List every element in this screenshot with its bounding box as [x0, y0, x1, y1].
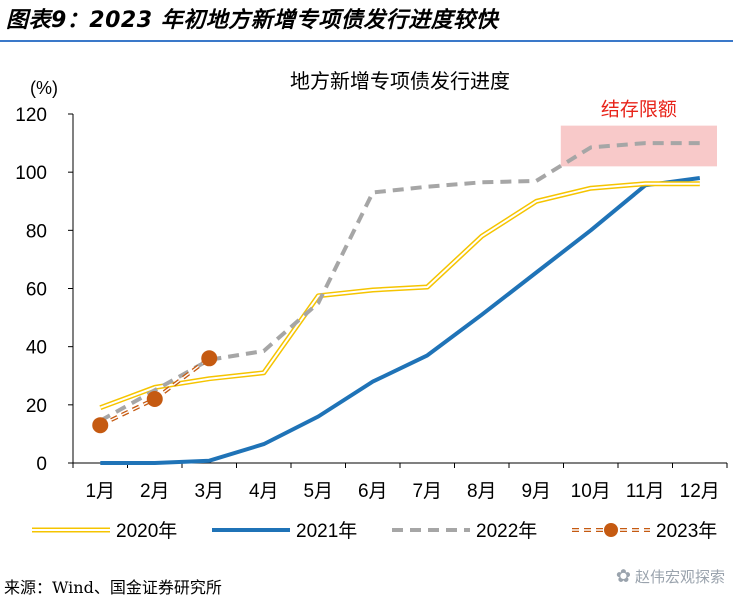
y-tick-label: 100 — [15, 163, 47, 184]
y-tick-label: 0 — [36, 454, 47, 475]
y-tick-label: 80 — [26, 221, 47, 242]
watermark: ✿ 赵伟宏观探索 — [616, 566, 725, 587]
title-rule — [0, 40, 733, 42]
y-tick-label: 40 — [26, 338, 47, 359]
line-chart: 地方新增专项债发行进度 (%) 结存限额 0 20 40 60 80 100 120 1月 2月 3月 4… — [15, 70, 728, 542]
series-2020-line-inner — [99, 182, 700, 409]
annotation-label: 结存限额 — [601, 99, 677, 121]
x-tick-label: 6月 — [358, 481, 388, 502]
x-tick-label: 10月 — [571, 481, 611, 502]
series-2023-point — [92, 417, 109, 434]
series-2020-line — [99, 181, 700, 411]
legend-2021-label: 2021年 — [296, 520, 357, 542]
legend-2020-label: 2020年 — [116, 520, 177, 542]
y-tick-label: 120 — [15, 105, 47, 126]
chart-title: 地方新增专项债发行进度 — [290, 70, 510, 93]
legend-2023-label: 2023年 — [656, 520, 717, 542]
x-tick-label: 3月 — [194, 481, 224, 502]
series-2023-point — [201, 350, 218, 367]
x-tick-label: 8月 — [467, 481, 497, 502]
series-2023-point — [146, 391, 163, 408]
wechat-icon: ✿ — [615, 566, 631, 587]
x-tick-label: 7月 — [412, 481, 442, 502]
x-tick-label: 9月 — [521, 481, 551, 502]
annotation-box — [560, 125, 717, 167]
series-2021-line — [100, 176, 701, 465]
y-tick-label: 60 — [26, 280, 47, 301]
watermark-text: 赵伟宏观探索 — [634, 568, 725, 586]
series-2022-line — [99, 141, 700, 423]
legend-2022-label: 2022年 — [476, 520, 537, 542]
figure-title: 图表9：2023 年初地方新增专项债发行进度较快 — [6, 8, 499, 33]
x-tick-label: 1月 — [85, 481, 115, 502]
x-tick-label: 12月 — [680, 481, 720, 502]
y-axis-label: (%) — [30, 78, 58, 98]
y-tick-label: 20 — [26, 396, 47, 417]
x-tick-label: 4月 — [249, 481, 279, 502]
legend-2023-marker — [604, 523, 618, 537]
source-note: 来源：Wind、国金证券研究所 — [4, 578, 222, 597]
x-tick-label: 5月 — [303, 481, 333, 502]
x-tick-label: 2月 — [140, 481, 170, 502]
x-tick-label: 11月 — [626, 481, 665, 502]
